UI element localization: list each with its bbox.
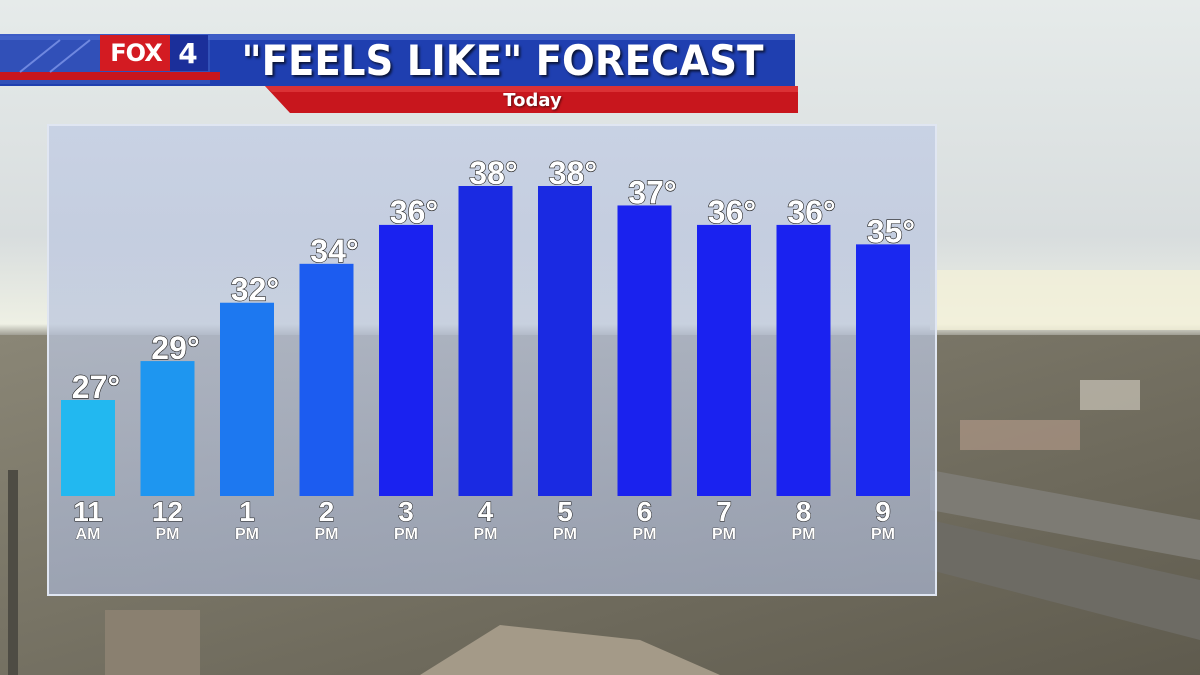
value-label: 29°	[151, 330, 199, 366]
bar-4-pm	[458, 186, 513, 496]
station-logo-number: 4	[178, 36, 198, 70]
x-tick-ampm: PM	[474, 526, 498, 543]
value-label: 38°	[549, 155, 597, 191]
x-tick-ampm: AM	[76, 526, 101, 543]
chart-subtitle: Today	[503, 89, 562, 111]
x-tick-hour: 4	[478, 496, 494, 527]
x-tick-hour: 1	[239, 496, 255, 527]
station-logo-text: FOX	[110, 39, 162, 67]
bar-1-pm	[220, 302, 274, 496]
forecast-header: FOX 4 "FEELS LIKE" FORECAST Today	[0, 0, 800, 115]
value-label-group: 27° 29° 32° 34° 36° 38° 38° 37° 36° 36° 35°	[71, 154, 916, 405]
bar-group	[61, 186, 910, 497]
bar-9-pm	[856, 244, 910, 496]
value-label: 38°	[469, 155, 517, 191]
x-tick-ampm: PM	[633, 526, 657, 543]
value-label: 36°	[390, 194, 438, 230]
bar-7-pm	[697, 224, 751, 496]
x-tick-ampm: PM	[156, 526, 180, 543]
bar-3-pm	[379, 224, 433, 496]
value-label: 32°	[231, 272, 279, 308]
bar-12-pm	[140, 361, 195, 496]
bar-6-pm	[617, 205, 672, 497]
x-tick-hour: 8	[796, 496, 812, 527]
x-tick-hour: 2	[319, 496, 335, 527]
value-label: 36°	[708, 194, 756, 230]
bar-5-pm	[538, 186, 592, 496]
x-tick-ampm: PM	[553, 526, 577, 543]
bar-11-am	[61, 400, 115, 496]
value-label: 36°	[787, 194, 835, 230]
x-tick-hour: 11	[73, 496, 103, 527]
x-tick-ampm: PM	[712, 526, 736, 543]
bar-2-pm	[299, 263, 354, 496]
chart-title: "FEELS LIKE" FORECAST	[241, 35, 764, 85]
x-tick-ampm: PM	[315, 526, 339, 543]
x-tick-hour: 6	[637, 496, 653, 527]
value-label: 27°	[72, 369, 120, 405]
value-label: 34°	[310, 233, 358, 269]
x-tick-ampm: PM	[394, 526, 418, 543]
x-tick-hour: 9	[875, 496, 891, 527]
x-tick-hour: 7	[716, 496, 732, 527]
x-tick-ampm: PM	[235, 526, 259, 543]
x-tick-hour: 3	[398, 496, 414, 527]
value-label: 37°	[628, 174, 676, 210]
x-tick-ampm: PM	[871, 526, 895, 543]
bar-8-pm	[776, 224, 831, 496]
x-tick-hour: 12	[152, 496, 183, 527]
x-tick-ampm: PM	[792, 526, 816, 543]
value-label: 35°	[867, 213, 915, 249]
x-tick-hour: 5	[557, 496, 573, 527]
